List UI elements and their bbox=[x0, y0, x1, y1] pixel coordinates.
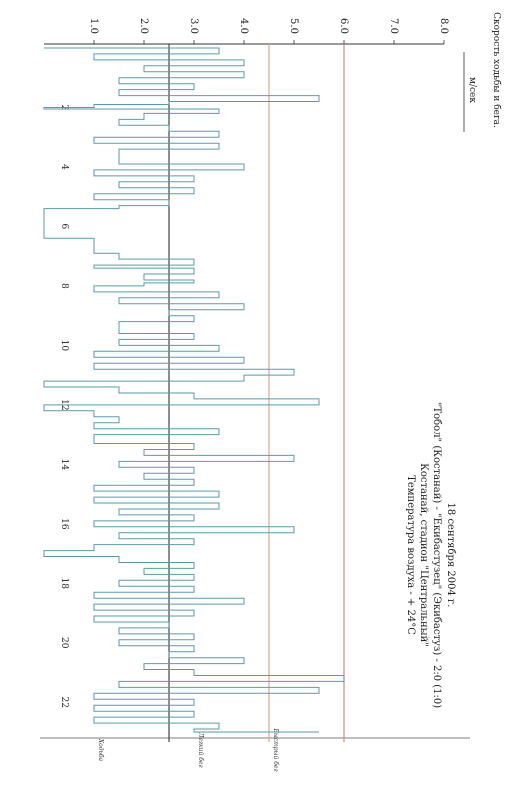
time-tick-label: 22 bbox=[59, 697, 69, 708]
value-axis-unit: м/сек bbox=[467, 77, 477, 103]
value-tick-label: 5.0 bbox=[288, 18, 299, 34]
time-tick-label: 14 bbox=[59, 459, 69, 471]
value-tick-label: 3.0 bbox=[188, 18, 199, 34]
chart-title-line: Костанай, стадион "Центральный" bbox=[418, 463, 429, 647]
threshold-label: Ходьба bbox=[97, 738, 104, 762]
time-tick-label: 18 bbox=[59, 578, 69, 590]
speed-series-line bbox=[43, 47, 345, 733]
value-tick-label: 6.0 bbox=[338, 18, 349, 34]
threshold-label: Легкий бег bbox=[197, 731, 204, 767]
threshold-label: Быстрый бег bbox=[272, 727, 279, 771]
time-tick-label: 4 bbox=[59, 164, 69, 170]
chart-title-line: Температура воздуха - + 24°С bbox=[405, 475, 416, 635]
time-tick-label: 10 bbox=[59, 340, 69, 352]
chart-rotated-group: 1.0 2.0 3.0 4.0 5.0 6.0 7.0 8.02468101214161820… bbox=[40, 12, 502, 772]
chart-title-line: 18 сентября 2004 г. bbox=[445, 503, 456, 608]
value-tick-label: 2.0 bbox=[138, 18, 149, 34]
time-tick-label: 20 bbox=[59, 637, 69, 649]
time-tick-label: 8 bbox=[59, 283, 69, 289]
value-tick-label: 4.0 bbox=[238, 18, 249, 34]
time-tick-label: 6 bbox=[59, 224, 69, 230]
value-tick-label: 7.0 bbox=[388, 18, 399, 34]
value-tick-label: 1.0 bbox=[88, 18, 99, 34]
chart-title-line: "Тобол" (Костанай) - "Екибастузец" (Экиб… bbox=[431, 402, 442, 708]
time-tick-label: 16 bbox=[59, 518, 69, 530]
value-axis-title: Скорость ходьбы и бега. bbox=[491, 12, 502, 128]
value-tick-label: 8.0 bbox=[438, 18, 449, 34]
